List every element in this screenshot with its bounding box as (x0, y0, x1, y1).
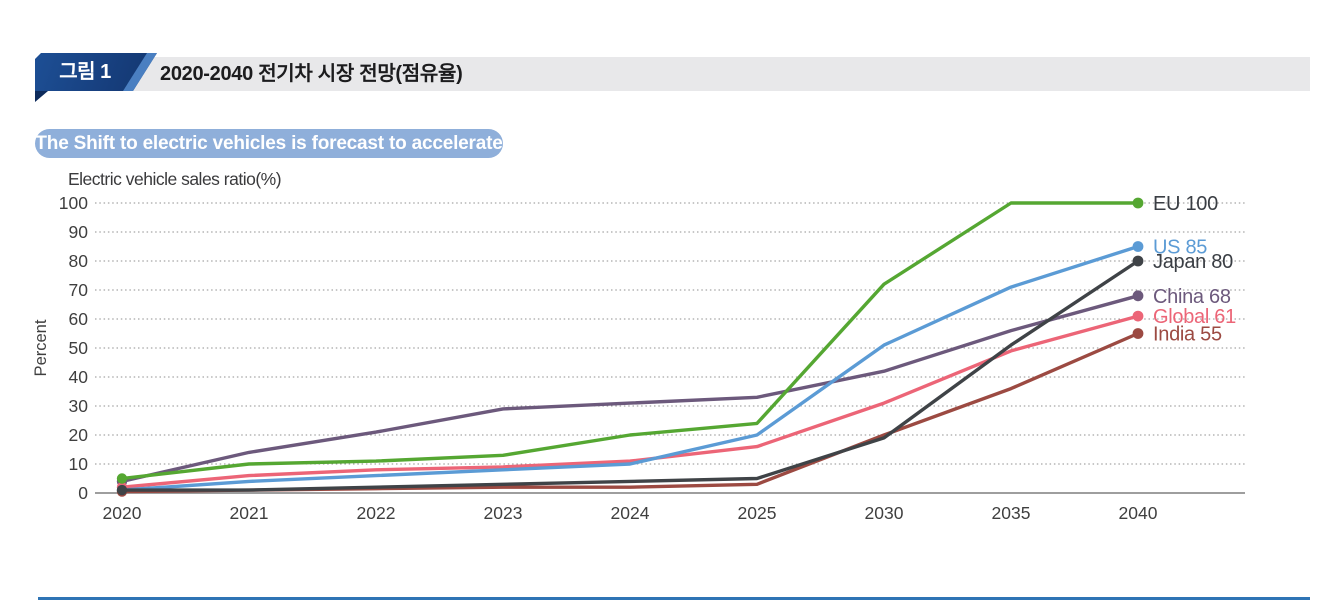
x-tick-label: 2035 (992, 503, 1031, 523)
series-label-US: US 85 (1153, 237, 1207, 259)
series-line-Global (120, 314, 1140, 489)
chart-axis-title: Electric vehicle sales ratio(%) (68, 169, 282, 189)
bottom-divider (38, 597, 1310, 600)
figure-badge-label: 그림 1 (59, 61, 111, 83)
y-tick-label: 30 (69, 396, 89, 416)
x-tick-label: 2022 (357, 503, 396, 523)
y-tick-label: 10 (69, 454, 89, 474)
x-tick-label: 2020 (103, 503, 142, 523)
x-tick-label: 2021 (230, 503, 269, 523)
y-axis-label: Percent (32, 319, 50, 376)
chart-area: 0 10 20 30 40 50 60 70 80 90 100 Percent 2020 2021 202… (30, 165, 1330, 550)
series-start-marker-EU (116, 473, 128, 484)
series-line-China (120, 294, 1140, 484)
y-tick-label: 70 (69, 280, 89, 300)
y-tick-label: 60 (69, 309, 89, 329)
x-tick-label: 2030 (865, 503, 904, 523)
y-tick-label: 0 (78, 483, 88, 503)
series-line-India (120, 331, 1140, 494)
figure-title-bar: 2020-2040 전기차 시장 전망(점유율) (38, 57, 1310, 91)
series-line-EU (120, 201, 1140, 481)
series-label-Japan: Japan 80 (1153, 251, 1233, 273)
y-tick-label: 40 (69, 367, 89, 387)
series-start-marker-Japan (116, 484, 128, 496)
series-line-Japan (120, 259, 1140, 492)
series-end-marker-India (1132, 328, 1144, 339)
series-label-Global: Global 61 (1153, 306, 1236, 328)
series-label-EU: EU 100 (1153, 193, 1218, 215)
series-end-marker-EU (1132, 197, 1144, 209)
callout-pill: The Shift to electric vehicles is foreca… (35, 129, 503, 158)
series-label-India: India 55 (1153, 324, 1222, 346)
x-tick-label: 2023 (484, 503, 523, 523)
y-tick-label: 50 (69, 338, 89, 358)
x-tick-label: 2040 (1119, 503, 1158, 523)
x-tick-label: 2025 (738, 503, 777, 523)
figure-title: 2020-2040 전기차 시장 전망(점유율) (160, 63, 463, 85)
y-tick-label: 100 (59, 193, 88, 213)
series-line-US (120, 244, 1140, 492)
series-end-marker-US (1132, 241, 1144, 252)
y-tick-label: 20 (69, 425, 89, 445)
figure-badge-ribbon-fold (35, 91, 48, 102)
x-tick-label: 2024 (611, 503, 650, 523)
series-end-marker-Japan (1132, 255, 1144, 267)
series-end-marker-China (1132, 290, 1144, 302)
y-tick-label: 90 (69, 222, 89, 242)
y-tick-label: 80 (69, 251, 89, 271)
series-end-marker-Global (1132, 310, 1144, 322)
series-label-China: China 68 (1153, 286, 1231, 308)
